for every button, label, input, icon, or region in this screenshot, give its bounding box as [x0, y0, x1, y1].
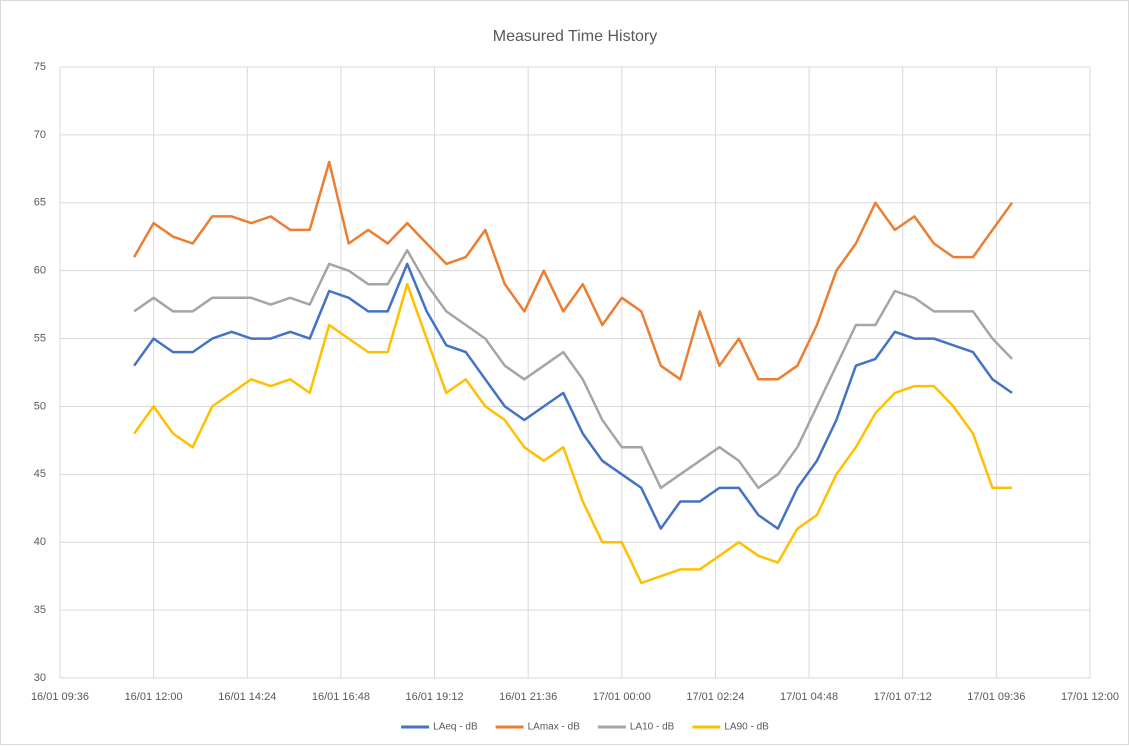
legend-label: LAmax - dB: [528, 722, 581, 733]
x-tick-label: 17/01 04:48: [780, 691, 838, 703]
x-tick-label: 17/01 00:00: [593, 691, 651, 703]
y-tick-label: 70: [34, 129, 46, 141]
legend-label: LAeq - dB: [433, 722, 478, 733]
y-tick-label: 65: [34, 197, 46, 209]
y-tick-label: 30: [34, 672, 46, 684]
x-tick-label: 16/01 19:12: [405, 691, 463, 703]
legend-label: LA10 - dB: [630, 722, 675, 733]
y-tick-label: 35: [34, 604, 46, 616]
x-tick-label: 16/01 14:24: [218, 691, 276, 703]
y-tick-label: 50: [34, 400, 46, 412]
y-tick-label: 45: [34, 468, 46, 480]
series-line: [133, 160, 1014, 381]
y-tick-label: 60: [34, 265, 46, 277]
x-tick-label: 17/01 09:36: [967, 691, 1025, 703]
legend-label: LA90 - dB: [724, 722, 769, 733]
y-tick-label: 40: [34, 536, 46, 548]
x-tick-label: 16/01 16:48: [312, 691, 370, 703]
series-line: [133, 262, 1013, 530]
y-tick-label: 55: [34, 332, 46, 344]
x-tick-label: 16/01 21:36: [499, 691, 557, 703]
series-line: [133, 282, 1012, 585]
y-tick-label: 75: [34, 61, 46, 73]
x-tick-label: 17/01 12:00: [1061, 691, 1119, 703]
x-tick-label: 17/01 02:24: [686, 691, 744, 703]
series-line: [133, 249, 1013, 490]
x-tick-label: 17/01 07:12: [874, 691, 932, 703]
x-tick-label: 16/01 12:00: [125, 691, 183, 703]
x-tick-label: 16/01 09:36: [31, 691, 89, 703]
chart-title: Measured Time History: [493, 28, 658, 45]
